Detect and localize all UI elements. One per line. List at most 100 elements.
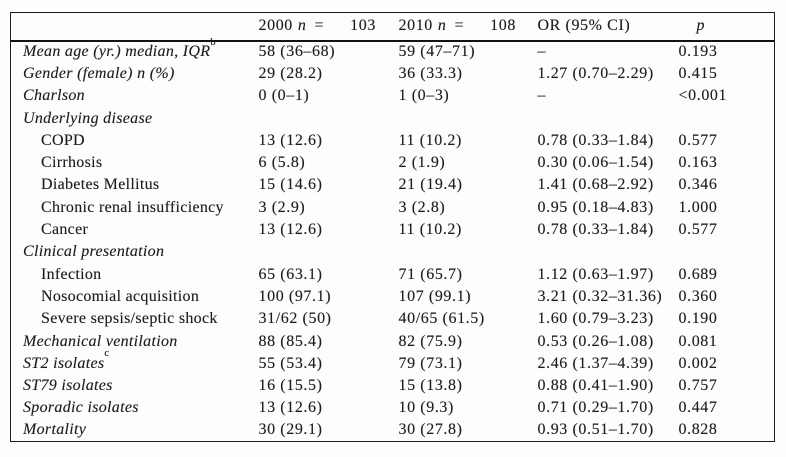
- cell-or: 1.12 (0.63–1.97): [537, 265, 654, 283]
- cell-2010: 21 (19.4): [398, 176, 463, 194]
- row-label: Mean age (yr.) median, IQRb: [23, 36, 216, 61]
- cell-or: 0.88 (0.41–1.90): [537, 377, 654, 395]
- table-row: Mechanical ventilation 88 (85.4) 82 (75.9)…: [11, 330, 775, 352]
- header-2010-n: n: [437, 17, 447, 35]
- cell-2010: 11 (10.2): [398, 221, 462, 239]
- cell-2000: 16 (15.5): [258, 377, 323, 395]
- cell-p: <0.001: [678, 87, 728, 105]
- cell-2010: 36 (33.3): [398, 64, 463, 82]
- table-row: Mortality 30 (29.1) 30 (27.8) 0.93 (0.51–1.…: [11, 420, 775, 442]
- footnote-marker: c: [104, 348, 110, 360]
- cell-2000: 100 (97.1): [258, 287, 332, 305]
- table-row: Cirrhosis 6 (5.8) 2 (1.9) 0.30 (0.06–1.54) 0…: [11, 152, 775, 174]
- cell-2000: 31/62 (50): [258, 310, 332, 328]
- cell-2010: 79 (73.1): [398, 354, 463, 372]
- cell-2010: 59 (47–71): [398, 43, 476, 61]
- cell-2000: 6 (5.8): [258, 154, 306, 172]
- cell-p: 0.190: [678, 310, 718, 328]
- row-label: Severe sepsis/septic shock: [41, 310, 218, 328]
- header-2000-count: 103: [350, 17, 376, 35]
- header-empty-cell: [11, 13, 259, 41]
- cell-2010: 2 (1.9): [398, 154, 446, 172]
- cell-2000: 3 (2.9): [258, 198, 306, 216]
- cell-or: 0.71 (0.29–1.70): [537, 399, 654, 417]
- cell-p: 0.415: [678, 64, 718, 82]
- cell-2010: 40/65 (61.5): [398, 310, 485, 328]
- table-row: Sporadic isolates 13 (12.6) 10 (9.3) 0.71 (…: [11, 397, 775, 419]
- table-row: COPD 13 (12.6) 11 (10.2) 0.78 (0.33–1.84) 0.…: [11, 130, 775, 152]
- row-label: Chronic renal insufficiency: [41, 198, 224, 216]
- cell-2000: 65 (63.1): [258, 265, 323, 283]
- header-2010-year: 2010: [398, 17, 433, 35]
- cell-p: 0.193: [678, 43, 718, 61]
- table-row: ST2 isolatesc 55 (53.4) 79 (73.1) 2.46 (1.3…: [11, 349, 775, 375]
- table-row: ST79 isolates 16 (15.5) 15 (13.8) 0.88 (0.4…: [11, 375, 775, 397]
- header-2010-equals: =: [454, 17, 465, 35]
- cell-2000: [259, 107, 399, 129]
- section-header-row: Underlying disease: [11, 107, 775, 129]
- row-label: Cancer: [41, 221, 89, 239]
- cell-or: –: [537, 43, 547, 61]
- row-label: Underlying disease: [23, 109, 153, 127]
- cell-p: 0.360: [678, 287, 718, 305]
- table-row: Mean age (yr.) median, IQRb 58 (36–68) 59 …: [11, 36, 775, 63]
- row-label: Gender (female) n (%): [23, 64, 175, 82]
- cell-2000: 13 (12.6): [258, 221, 323, 239]
- cell-2000: 13 (12.6): [258, 399, 323, 417]
- cell-2000: 55 (53.4): [258, 354, 323, 372]
- table-row: Diabetes Mellitus 15 (14.6) 21 (19.4) 1.41 …: [11, 174, 775, 196]
- cell-p: 0.346: [678, 176, 718, 194]
- cell-or: 0.30 (0.06–1.54): [537, 154, 654, 172]
- cell-p: 0.577: [678, 221, 718, 239]
- cell-2010: 82 (75.9): [398, 332, 463, 350]
- table-row: Severe sepsis/septic shock 31/62 (50) 40/6…: [11, 308, 775, 330]
- cell-2000: 58 (36–68): [258, 43, 336, 61]
- footnote-marker: b: [210, 36, 216, 48]
- row-label: Mortality: [23, 421, 87, 439]
- cell-or: 0.53 (0.26–1.08): [537, 332, 654, 350]
- header-col-or: OR (95% CI): [537, 17, 631, 35]
- cell-2010: 71 (65.7): [398, 265, 463, 283]
- table-row: Infection 65 (63.1) 71 (65.7) 1.12 (0.63–1.…: [11, 263, 775, 285]
- cell-2010: 3 (2.8): [398, 198, 446, 216]
- cell-or: 3.21 (0.32–31.36): [537, 287, 663, 305]
- row-label: Mechanical ventilation: [23, 332, 178, 350]
- header-2000-year: 2000: [258, 17, 293, 35]
- cell-or: 0.78 (0.33–1.84): [537, 131, 654, 149]
- cell-p: [679, 241, 775, 263]
- cell-2000: 0 (0–1): [258, 87, 310, 105]
- row-label: Diabetes Mellitus: [41, 176, 160, 194]
- cell-p: 0.081: [678, 332, 718, 350]
- cell-p: 0.002: [678, 354, 718, 372]
- cell-2010: 107 (99.1): [398, 287, 472, 305]
- cell-or: –: [537, 87, 547, 105]
- cell-p: 0.757: [678, 377, 718, 395]
- cell-2010: 30 (27.8): [398, 421, 463, 439]
- cell-p: 0.577: [678, 131, 718, 149]
- row-label: Clinical presentation: [23, 243, 165, 261]
- cell-2010: 15 (13.8): [398, 377, 463, 395]
- cell-2000: 29 (28.2): [258, 64, 323, 82]
- cell-or: [538, 107, 679, 129]
- header-2000-equals: =: [314, 17, 325, 35]
- cell-or: 2.46 (1.37–4.39): [537, 354, 654, 372]
- cohort-comparison-table: 2000 n = 103 2010 n = 108 OR (95% CI) p Mean a…: [10, 12, 775, 443]
- cell-2000: 88 (85.4): [258, 332, 323, 350]
- table-row: Charlson 0 (0–1) 1 (0–3) – <0.001: [11, 85, 775, 107]
- row-label: ST79 isolates: [23, 377, 113, 395]
- cell-2010: [399, 107, 538, 129]
- cell-or: 1.27 (0.70–2.29): [537, 64, 654, 82]
- cell-2010: 1 (0–3): [398, 87, 450, 105]
- header-col-2000: 2000 n = 103: [259, 13, 399, 41]
- cell-or: 0.93 (0.51–1.70): [537, 421, 654, 439]
- table-body: Mean age (yr.) median, IQRb 58 (36–68) 59 …: [11, 36, 775, 442]
- table-row: Chronic renal insufficiency 3 (2.9) 3 (2.8…: [11, 197, 775, 219]
- header-2010-count: 108: [490, 17, 516, 35]
- row-label: Cirrhosis: [41, 154, 103, 172]
- cell-p: 0.163: [678, 154, 718, 172]
- header-col-2010: 2010 n = 108: [399, 13, 538, 41]
- cell-2010: [399, 241, 538, 263]
- row-label: Sporadic isolates: [23, 399, 139, 417]
- header-row: 2000 n = 103 2010 n = 108 OR (95% CI) p: [10, 13, 775, 41]
